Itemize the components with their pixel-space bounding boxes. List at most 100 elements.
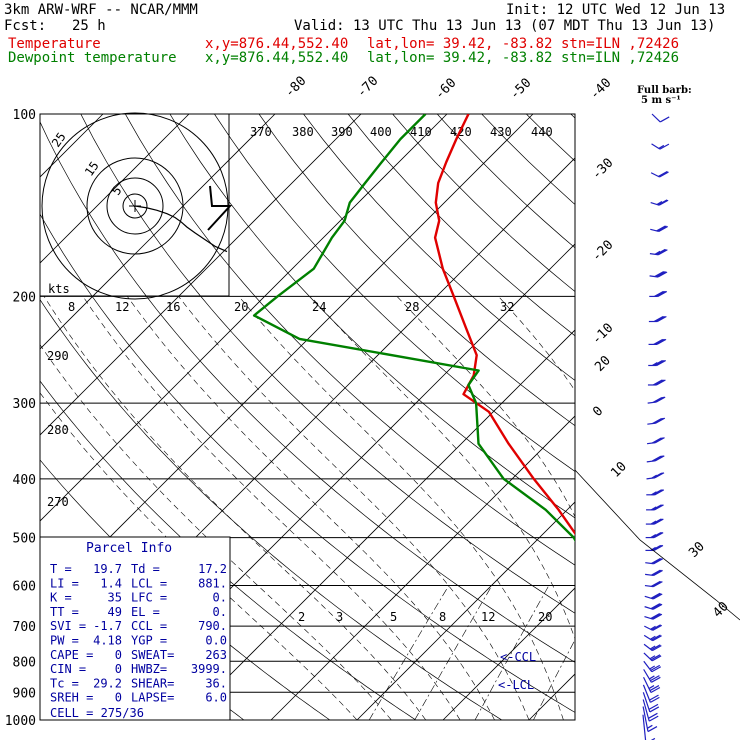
parcel-info-key: PW = xyxy=(50,634,79,648)
wind-barb-flag xyxy=(655,248,666,255)
hodograph-ring-label: 25 xyxy=(49,130,69,150)
wind-barb-flag xyxy=(650,664,661,671)
pressure-tick-label: 800 xyxy=(13,655,36,670)
mixing-ratio-label: 20 xyxy=(234,300,248,314)
wind-barb xyxy=(646,455,665,463)
dry-adiabat-line xyxy=(40,213,575,713)
wind-barb-flag xyxy=(651,593,662,600)
hodograph-ring xyxy=(106,177,164,235)
dry-adiabat-line xyxy=(40,121,575,663)
pressure-tick-label: 200 xyxy=(13,290,36,305)
dry-adiabat-line xyxy=(481,114,575,205)
theta-label: 430 xyxy=(490,125,512,139)
wind-barb-flag xyxy=(657,271,668,278)
wind-barb xyxy=(644,592,663,600)
wind-barb-flag xyxy=(651,361,658,366)
barb-axis-line xyxy=(574,469,740,621)
wind-barb-flag xyxy=(648,703,659,710)
wind-barb-flag xyxy=(651,474,658,479)
wind-barb xyxy=(642,714,656,740)
pressure-tick-label: 600 xyxy=(13,580,36,595)
moist-adiabat-line xyxy=(711,296,740,720)
parcel-info-title: Parcel Info xyxy=(86,541,172,556)
wind-barb-flag xyxy=(656,201,663,206)
isotherm-line xyxy=(701,114,740,720)
wind-barb xyxy=(645,532,664,539)
wind-barb-staff xyxy=(643,676,652,693)
wind-barb xyxy=(649,290,668,298)
wind-barb-flag xyxy=(651,544,662,551)
model-title: 3km ARW-WRF -- NCAR/MMM xyxy=(4,2,198,18)
pressure-tick-label: 300 xyxy=(13,397,36,412)
isotherm-label: 40 xyxy=(710,599,732,621)
wind-barb xyxy=(642,692,660,713)
wind-barb-flag xyxy=(650,580,661,587)
wind-barb-staff xyxy=(642,699,650,722)
wind-barb-flag xyxy=(652,418,662,425)
wind-barb-flag xyxy=(651,557,661,564)
mixing-ratio-label: 16 xyxy=(166,300,180,314)
isotherm-line xyxy=(40,114,534,608)
parcel-info-key: SWEAT= xyxy=(131,648,174,662)
isotherm-label: -60 xyxy=(432,76,459,103)
isotherm-label: 0 xyxy=(590,404,606,420)
wind-barb xyxy=(649,248,668,256)
mixing-ratio-label: 20 xyxy=(538,610,552,624)
dry-adiabat-line xyxy=(704,114,740,720)
wind-barb-flag xyxy=(650,644,661,651)
wind-barb-staff xyxy=(644,595,654,600)
wind-barb-flag xyxy=(653,581,663,588)
wind-barb-staff xyxy=(643,652,653,662)
isotherm-label: -50 xyxy=(507,76,534,103)
wind-barb-flag xyxy=(648,685,655,690)
dry-adiabat-line xyxy=(214,114,575,472)
wind-barb xyxy=(651,113,670,123)
wind-barb xyxy=(647,396,666,404)
wind-barb-flag xyxy=(654,271,665,278)
wind-barb xyxy=(644,603,663,610)
sounding-profiles xyxy=(252,114,575,543)
wind-barb xyxy=(643,676,661,694)
wind-barb xyxy=(650,225,669,233)
wind-barb-flag xyxy=(651,532,662,539)
isotherm-label: 20 xyxy=(592,353,614,375)
wind-barb-flag xyxy=(652,379,663,386)
wind-barb xyxy=(645,518,664,525)
wind-barb-flag xyxy=(650,687,661,694)
wind-barb-flag xyxy=(648,712,658,719)
wind-barb-flag xyxy=(651,603,662,610)
wind-barb xyxy=(643,634,662,642)
isotherm-label: -10 xyxy=(589,321,616,348)
lcl-marker: <-LCL xyxy=(498,678,534,692)
wind-barb-staff xyxy=(651,143,661,150)
temperature-profile xyxy=(433,114,575,536)
mixing-ratio-line xyxy=(656,586,719,720)
wind-barb-flag xyxy=(650,534,657,539)
wind-barb-staff xyxy=(642,714,647,740)
parcel-info-value: 263 xyxy=(205,648,227,662)
mixing-ratio-line xyxy=(414,585,493,720)
init-time: Init: 12 UTC Wed 12 Jun 13 xyxy=(506,2,726,18)
wind-barb-flag xyxy=(650,546,656,551)
temperature-station: stn=ILN ,72426 xyxy=(561,36,680,52)
wind-barb-flag xyxy=(653,338,664,345)
isotherm-line xyxy=(270,415,575,720)
parcel-info-key: LCL = xyxy=(131,576,167,590)
wind-barb-staff xyxy=(644,606,654,610)
wind-barb-staff xyxy=(642,692,651,713)
wind-barb-staff xyxy=(644,615,654,620)
wind-barb-flag xyxy=(652,396,663,404)
moist-adiabat-line xyxy=(178,296,530,720)
wind-barb-flag xyxy=(657,199,668,206)
wind-barb xyxy=(642,684,660,703)
wind-barb-flag xyxy=(659,116,670,123)
wind-barb-flag xyxy=(653,315,664,323)
wind-barb-flag xyxy=(654,250,661,255)
wind-barb-flag xyxy=(651,666,662,673)
wind-barb-flag xyxy=(655,271,666,278)
parcel-info-value: 36. xyxy=(205,676,227,690)
parcel-info-value: 790. xyxy=(198,619,227,633)
wind-barb xyxy=(643,660,662,673)
parcel-info-key: EL = xyxy=(131,605,160,619)
